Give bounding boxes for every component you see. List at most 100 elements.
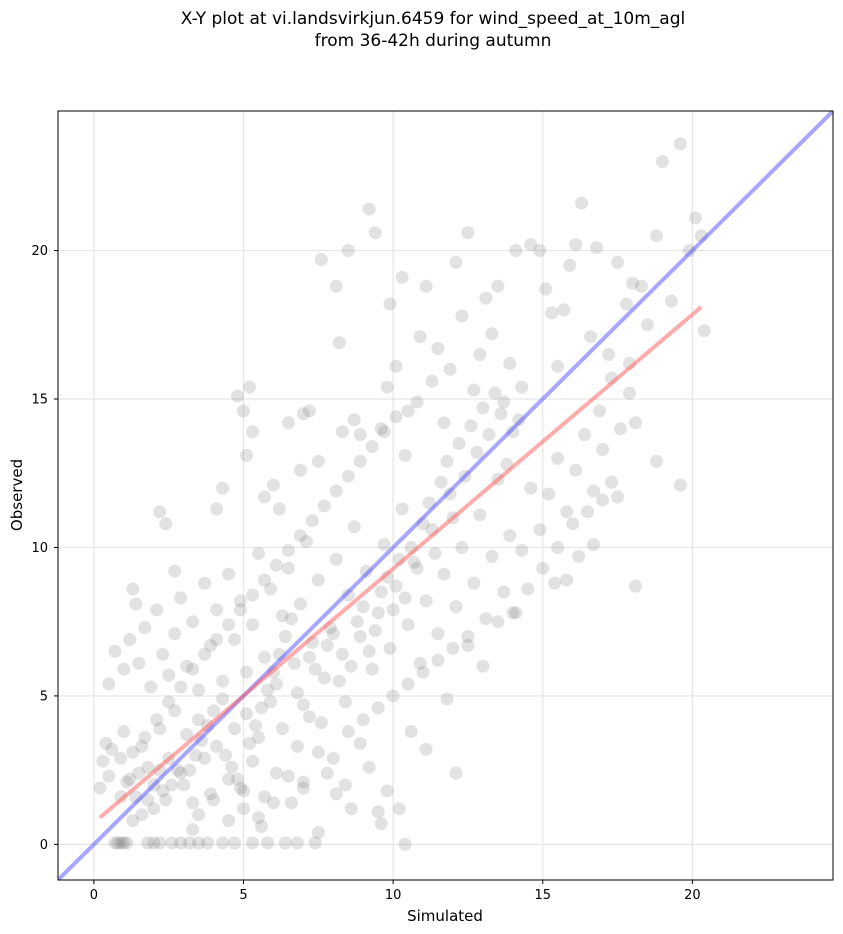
data-point — [380, 784, 394, 798]
data-point — [302, 650, 316, 664]
data-point — [377, 538, 391, 551]
chart-title-line-2: from 36-42h during autumn — [314, 31, 552, 51]
data-point — [551, 359, 565, 373]
data-points — [93, 137, 711, 851]
data-point — [141, 836, 155, 850]
data-point — [174, 766, 188, 780]
data-point — [240, 707, 253, 721]
data-point — [440, 454, 454, 468]
data-point — [314, 253, 328, 266]
data-point — [255, 701, 268, 715]
data-point — [293, 463, 307, 477]
data-point — [258, 650, 271, 664]
data-point — [195, 734, 209, 747]
data-point — [407, 555, 421, 569]
data-point — [449, 255, 463, 269]
data-point — [281, 416, 295, 430]
data-point — [129, 597, 143, 611]
data-point — [359, 564, 373, 578]
data-point — [338, 778, 352, 792]
data-point — [365, 440, 379, 453]
data-point — [575, 196, 589, 210]
data-point — [275, 722, 289, 736]
data-point — [326, 751, 340, 765]
data-point — [461, 638, 475, 652]
data-point — [572, 549, 586, 563]
data-point — [371, 701, 385, 715]
data-point — [320, 766, 334, 780]
data-point — [261, 683, 274, 697]
data-point — [311, 454, 325, 468]
data-point — [461, 630, 475, 643]
data-point — [371, 606, 385, 620]
data-point — [551, 541, 565, 554]
data-point — [602, 348, 616, 361]
data-point — [246, 618, 259, 632]
data-point — [290, 836, 304, 850]
data-point — [126, 814, 140, 828]
data-point — [272, 647, 286, 661]
data-point — [105, 742, 119, 756]
data-point — [198, 647, 212, 661]
data-point — [611, 255, 625, 269]
data-point — [485, 327, 499, 341]
data-point — [590, 241, 604, 255]
data-point — [401, 618, 415, 632]
data-point — [688, 211, 702, 225]
y-tick-label: 0 — [40, 838, 48, 853]
data-point — [449, 600, 463, 614]
data-point — [434, 475, 448, 489]
data-point — [258, 790, 271, 804]
data-point — [237, 802, 250, 816]
data-point — [317, 671, 331, 685]
data-point — [240, 448, 253, 462]
data-point — [246, 836, 259, 850]
data-point — [147, 802, 161, 816]
data-point — [198, 751, 212, 765]
data-point — [437, 416, 451, 430]
data-point — [234, 781, 247, 795]
data-point — [398, 837, 412, 851]
data-point — [389, 579, 403, 593]
data-point — [548, 576, 562, 590]
data-point — [183, 836, 197, 850]
data-point — [605, 475, 619, 489]
data-point — [278, 836, 292, 850]
data-point — [542, 487, 556, 501]
data-point — [120, 836, 134, 850]
data-point — [503, 356, 517, 370]
data-point — [147, 836, 161, 850]
regression-line — [98, 305, 703, 820]
data-point — [258, 573, 271, 587]
data-point — [246, 588, 259, 602]
data-point — [111, 836, 125, 850]
data-point — [697, 324, 711, 338]
data-point — [584, 330, 598, 344]
data-point — [243, 736, 256, 750]
data-point — [419, 279, 433, 293]
data-point — [560, 505, 574, 519]
data-point — [219, 748, 233, 762]
data-point — [473, 508, 487, 522]
data-point — [183, 763, 197, 777]
data-point — [629, 416, 642, 430]
data-point — [168, 704, 182, 718]
data-point — [311, 745, 325, 759]
data-point — [192, 808, 206, 822]
data-point — [216, 481, 230, 495]
data-point — [344, 802, 358, 816]
data-point — [296, 698, 310, 712]
data-point — [521, 582, 535, 596]
data-point — [578, 428, 592, 442]
data-point — [362, 760, 376, 774]
data-point — [264, 695, 277, 709]
data-point — [419, 742, 433, 756]
data-point — [596, 443, 610, 456]
data-point — [593, 404, 607, 418]
x-tick-label: 15 — [534, 888, 551, 903]
data-point — [132, 656, 146, 670]
data-point — [222, 618, 236, 632]
data-point — [281, 769, 295, 783]
data-point — [395, 502, 409, 516]
